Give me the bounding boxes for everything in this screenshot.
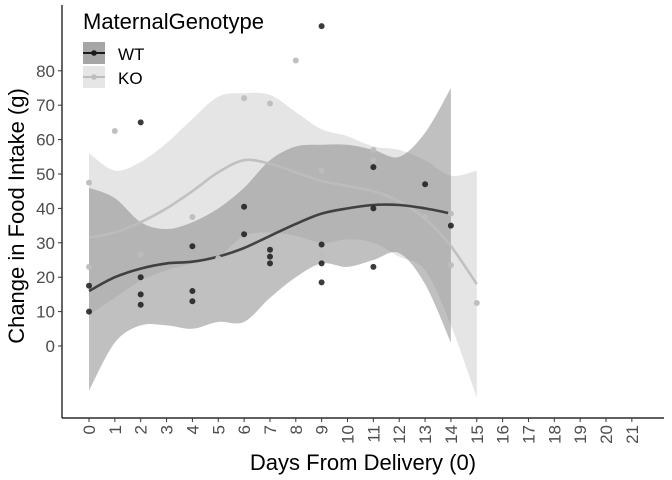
x-tick-label-18: 18 bbox=[545, 425, 564, 444]
point-ko-5 bbox=[189, 214, 196, 220]
point-wt-22 bbox=[447, 222, 454, 229]
point-wt-8 bbox=[189, 298, 196, 305]
x-tick-label-12: 12 bbox=[390, 425, 409, 444]
point-wt-9 bbox=[241, 203, 248, 210]
point-ko-9 bbox=[292, 57, 299, 64]
point-wt-13 bbox=[267, 260, 273, 267]
y-ticks: 0 10 20 30 40 50 60 70 80 bbox=[36, 62, 62, 356]
x-tick-label-1: 1 bbox=[106, 425, 125, 434]
point-ko-1 bbox=[86, 263, 92, 270]
point-ko-13 bbox=[370, 157, 377, 164]
point-ko-11 bbox=[318, 251, 325, 258]
band-wt bbox=[89, 88, 451, 391]
point-wt-5 bbox=[137, 301, 144, 308]
x-tick-label-0: 0 bbox=[80, 425, 99, 434]
y-tick-label-10: 10 bbox=[36, 303, 55, 322]
point-wt-2 bbox=[137, 119, 144, 126]
x-tick-label-4: 4 bbox=[183, 425, 202, 434]
y-tick-label-80: 80 bbox=[36, 62, 55, 81]
point-wt-19 bbox=[370, 205, 377, 212]
point-wt-7 bbox=[189, 288, 196, 294]
y-tick-label-0: 0 bbox=[46, 337, 55, 356]
point-ko-16 bbox=[447, 262, 454, 269]
point-wt-21 bbox=[422, 181, 429, 188]
x-tick-label-10: 10 bbox=[339, 425, 358, 444]
point-wt-18 bbox=[370, 164, 377, 171]
x-tick-label-16: 16 bbox=[494, 425, 513, 444]
point-wt-17 bbox=[318, 279, 325, 286]
point-wt-0 bbox=[86, 282, 92, 289]
legend-label-ko: KO bbox=[118, 69, 143, 88]
point-ko-2 bbox=[111, 128, 118, 134]
point-wt-20 bbox=[370, 263, 377, 270]
point-wt-16 bbox=[318, 260, 325, 267]
x-tick-label-3: 3 bbox=[158, 425, 177, 434]
y-tick-label-40: 40 bbox=[36, 199, 55, 218]
x-tick-label-8: 8 bbox=[287, 425, 306, 434]
point-ko-7 bbox=[241, 95, 248, 102]
x-tick-label-17: 17 bbox=[520, 425, 539, 444]
point-ko-10 bbox=[318, 167, 325, 174]
y-tick-label-20: 20 bbox=[36, 268, 55, 287]
x-tick-label-5: 5 bbox=[209, 425, 228, 434]
y-tick-label-60: 60 bbox=[36, 131, 55, 150]
data-points bbox=[86, 23, 480, 315]
point-ko-8 bbox=[267, 100, 273, 107]
x-ticks: 0 1 2 3 4 5 6 7 8 9 10 11 12 13 14 15 16 17 18 19 20 21 bbox=[80, 418, 642, 444]
legend: MaternalGenotype WT KO bbox=[83, 9, 264, 88]
point-wt-11 bbox=[267, 246, 273, 253]
legend-key-ko-point bbox=[91, 74, 97, 80]
point-wt-14 bbox=[318, 23, 325, 30]
point-ko-12 bbox=[370, 146, 377, 153]
point-ko-3 bbox=[137, 251, 144, 258]
legend-label-wt: WT bbox=[118, 45, 144, 64]
point-wt-15 bbox=[318, 241, 325, 248]
point-ko-17 bbox=[473, 300, 480, 306]
point-wt-10 bbox=[241, 231, 248, 238]
axes bbox=[61, 5, 664, 419]
point-wt-3 bbox=[137, 274, 144, 281]
x-tick-label-19: 19 bbox=[571, 425, 590, 444]
point-wt-1 bbox=[86, 308, 92, 315]
point-ko-14 bbox=[422, 214, 429, 220]
y-tick-label-50: 50 bbox=[36, 165, 55, 184]
y-tick-label-30: 30 bbox=[36, 234, 55, 253]
confidence-bands bbox=[89, 88, 477, 398]
x-tick-label-13: 13 bbox=[416, 425, 435, 444]
x-tick-label-7: 7 bbox=[261, 425, 280, 434]
smooth-line-wt bbox=[88, 203, 452, 293]
x-tick-label-2: 2 bbox=[132, 425, 151, 434]
point-ko-6 bbox=[215, 255, 222, 262]
point-ko-0 bbox=[86, 179, 92, 186]
x-tick-label-20: 20 bbox=[597, 425, 616, 444]
y-axis-title: Change in Food Intake (g) bbox=[4, 88, 29, 344]
x-tick-label-6: 6 bbox=[235, 425, 254, 434]
x-tick-label-15: 15 bbox=[468, 425, 487, 444]
x-tick-label-14: 14 bbox=[442, 425, 461, 444]
x-axis-title: Days From Delivery (0) bbox=[250, 450, 476, 475]
x-tick-label-11: 11 bbox=[364, 425, 383, 443]
point-wt-6 bbox=[189, 243, 196, 250]
point-ko-15 bbox=[447, 210, 454, 217]
y-tick-label-70: 70 bbox=[36, 96, 55, 115]
point-wt-4 bbox=[137, 291, 144, 298]
legend-title: MaternalGenotype bbox=[83, 9, 264, 34]
x-tick-label-21: 21 bbox=[623, 425, 642, 444]
x-tick-label-9: 9 bbox=[313, 425, 332, 434]
smooth-line-ko bbox=[88, 158, 478, 285]
point-wt-12 bbox=[267, 253, 273, 260]
legend-key-wt-point bbox=[91, 50, 97, 56]
smooth-lines bbox=[88, 158, 478, 293]
